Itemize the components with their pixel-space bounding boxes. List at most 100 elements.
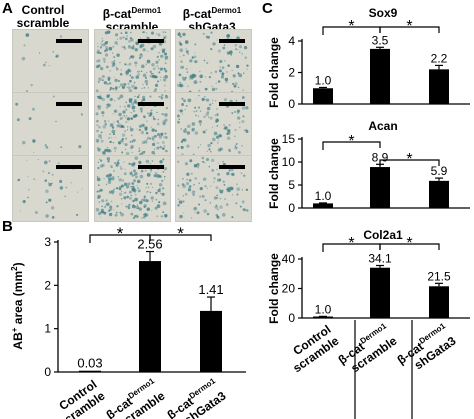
stain-speck [215,82,217,84]
stain-speck [132,199,135,203]
alcian-stain-texture [95,156,168,220]
stain-speck [99,159,103,162]
bar [200,310,222,372]
stain-speck [187,85,189,88]
stain-speck [199,80,202,83]
stain-speck [241,188,244,191]
stain-speck [47,171,50,175]
stain-speck [232,82,235,85]
stain-speck [99,52,102,55]
stain-speck [125,137,128,140]
stain-speck [215,120,218,123]
stain-speck [204,96,206,98]
stain-speck [137,73,141,76]
stain-speck [122,36,125,39]
stain-speck [37,159,39,161]
stain-speck [114,110,117,113]
stain-speck [155,173,160,178]
stain-speck [184,162,188,166]
stain-speck [111,176,115,180]
stain-speck [125,148,127,151]
stain-speck [78,145,82,149]
stain-speck [197,115,200,117]
stain-speck [234,146,238,150]
stain-speck [232,74,236,78]
stain-speck [156,55,159,58]
stain-speck [223,124,225,126]
stain-speck [96,176,99,178]
stain-speck [146,59,151,64]
stain-speck [117,176,120,178]
stain-speck [234,48,237,51]
stain-speck [179,214,183,219]
stain-speck [184,127,187,130]
y-axis-label: AB+ area (mm2) [10,262,25,349]
significance-star: * [406,235,412,252]
y-axis-label: Fold change [267,253,281,324]
stain-speck [126,129,129,131]
stain-speck [140,169,144,173]
stain-speck [136,185,138,187]
stain-speck [113,60,115,62]
stain-speck [145,83,148,86]
stain-speck [113,146,117,150]
stain-speck [142,95,146,99]
stain-speck [99,66,104,71]
stain-speck [179,84,181,86]
stain-speck [144,140,148,144]
stain-speck [141,198,145,202]
stain-speck [140,43,145,48]
stain-speck [224,198,226,200]
stain-speck [231,173,235,176]
stain-speck [129,197,132,200]
stain-speck [164,41,166,44]
stain-speck [179,109,183,113]
stain-speck [121,46,124,48]
stain-speck [117,43,119,45]
stain-speck [121,190,123,193]
stain-speck [130,31,132,34]
stain-speck [48,198,52,202]
stain-speck [204,199,207,201]
stain-speck [97,105,100,108]
stain-speck [163,67,166,71]
stain-speck [243,129,246,132]
stain-speck [31,107,36,111]
stain-speck [228,186,233,191]
stain-speck [48,182,52,187]
stain-speck [99,46,103,49]
stain-speck [131,163,133,166]
stain-speck [142,83,144,86]
stain-speck [39,52,41,54]
stain-speck [219,66,221,68]
col1-line2: scramble [16,16,70,30]
stain-speck [152,142,156,147]
stain-speck [154,141,156,143]
stain-speck [123,196,127,200]
stain-speck [108,212,113,217]
stain-speck [123,46,126,48]
stain-speck [141,217,143,219]
stain-speck [116,205,119,208]
stain-speck [208,75,212,79]
stain-speck [95,89,99,93]
stain-speck [203,209,207,213]
stain-speck [140,53,143,56]
stain-speck [112,113,115,115]
stain-speck [225,80,228,84]
stain-speck [139,149,141,152]
stain-speck [194,212,196,214]
stain-speck [189,159,193,163]
stain-speck [152,116,155,118]
stain-speck [21,56,26,61]
stain-speck [186,178,188,181]
stain-speck [138,124,142,128]
stain-speck [144,169,147,172]
stain-speck [181,183,185,186]
data-label: 8.9 [372,150,389,164]
stain-speck [123,172,127,176]
stain-speck [226,171,230,176]
stain-speck [217,162,219,164]
stain-speck [182,32,186,37]
stain-speck [121,179,125,182]
